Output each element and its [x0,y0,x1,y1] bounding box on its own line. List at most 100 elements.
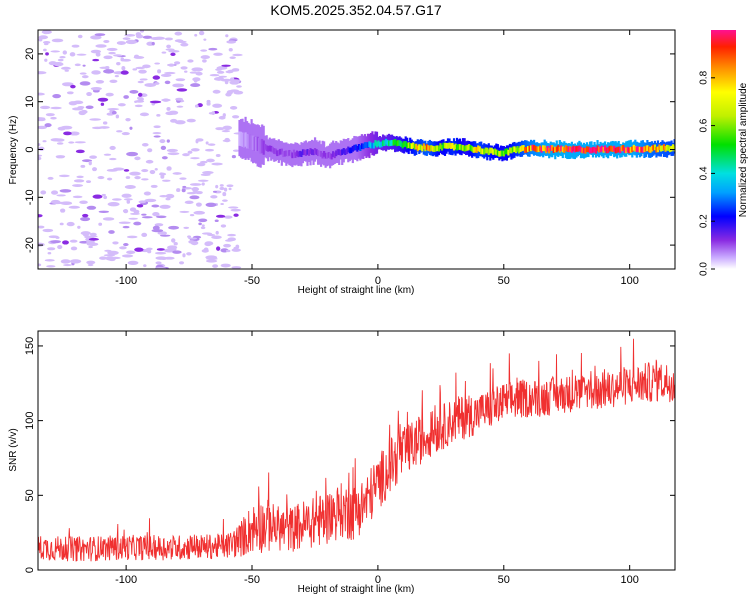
ridge-core [319,151,323,157]
noise-speck [228,187,232,191]
ridge-halo [344,139,347,160]
ridge-core [508,147,512,154]
y-tick-label: -20 [24,237,36,253]
ridge-core [394,139,397,145]
ridge-core [523,147,527,153]
ridge-core [545,147,548,154]
ridge-core [306,149,309,155]
x-tick-label: 50 [498,275,510,287]
noise-speck [137,80,144,84]
noise-speck [127,260,139,266]
noise-speck [225,34,229,38]
spectrogram-x-label: Height of straight line (km) [298,285,415,296]
noise-speck [162,98,170,102]
ridge-core [597,146,601,153]
ridge-core [643,146,646,153]
ridge-core [363,142,367,148]
ridge-core [256,136,259,152]
ridge-core [478,146,481,153]
noise-speck [109,79,118,83]
noise-speck [154,167,158,171]
noise-speck [153,125,161,129]
noise-speck [42,228,54,233]
noise-speck [204,241,214,246]
ridge-core [365,142,368,148]
noise-speck [147,148,153,153]
ridge-core [452,144,456,151]
ridge-core [419,144,422,151]
noise-speck [189,183,202,186]
colorbar-tick-label: 0.8 [699,70,710,84]
ridge-core [422,143,425,150]
y-tick-label: -10 [24,189,36,205]
ridge-core [576,145,580,152]
noise-speck [69,259,82,264]
noise-speck [79,72,87,75]
noise-speck [137,92,143,97]
noise-speck [135,66,146,70]
noise-speck [74,63,81,67]
ridge-core [554,146,557,153]
ridge-core [443,142,447,149]
noise-speck [50,116,57,120]
ridge-core [333,152,336,159]
noise-speck [200,226,206,230]
noise-speck [194,104,199,108]
snr-y-label: SNR (v/v) [8,428,19,471]
noise-speck [82,213,89,218]
ridge-core [424,145,427,152]
ridge-core [665,144,669,151]
noise-speck [72,195,83,199]
noise-speck [107,250,119,255]
ridge-core [338,149,341,155]
ridge-core [599,146,602,153]
y-tick-label: 10 [24,96,36,108]
noise-speck [120,70,129,75]
ridge-core [644,145,647,152]
noise-speck [174,31,183,36]
ridge-core [481,148,484,155]
ridge-core [469,145,472,151]
ridge-core [463,145,466,152]
ridge-core [242,133,246,148]
noise-speck [108,51,116,55]
noise-speck [141,142,149,147]
noise-speck [161,51,167,54]
ridge-core [301,149,305,156]
ridge-core [573,146,576,153]
noise-speck [179,210,190,213]
ridge-core [357,144,360,150]
ridge-core [430,145,433,151]
ridge-core [551,145,554,151]
noise-speck [180,66,188,70]
noise-speck [121,193,132,198]
ridge-core [241,132,244,147]
ridge-core [517,147,521,154]
ridge-core [326,153,329,159]
ridge-core [514,147,518,154]
noise-speck [59,189,72,193]
ridge-core [341,149,344,155]
ridge-core [413,143,416,150]
noise-speck [236,85,242,88]
noise-speck [60,259,71,264]
ridge-core [279,148,282,155]
noise-speck [219,186,225,191]
noise-speck [57,58,64,62]
noise-speck [220,202,224,206]
noise-speck [211,111,216,116]
colorbar-tick-label: 0.2 [699,214,710,228]
ridge-core [474,146,477,153]
noise-speck [70,84,76,89]
noise-speck [220,224,227,228]
ridge-core [428,145,431,152]
noise-speck [154,223,164,227]
snr-content [38,338,675,562]
ridge-core [505,148,509,155]
noise-speck [109,256,121,260]
noise-speck [125,39,137,45]
noise-speck [212,190,217,193]
ridge-core [610,145,613,152]
ridge-core [416,145,419,152]
noise-speck [165,197,171,201]
